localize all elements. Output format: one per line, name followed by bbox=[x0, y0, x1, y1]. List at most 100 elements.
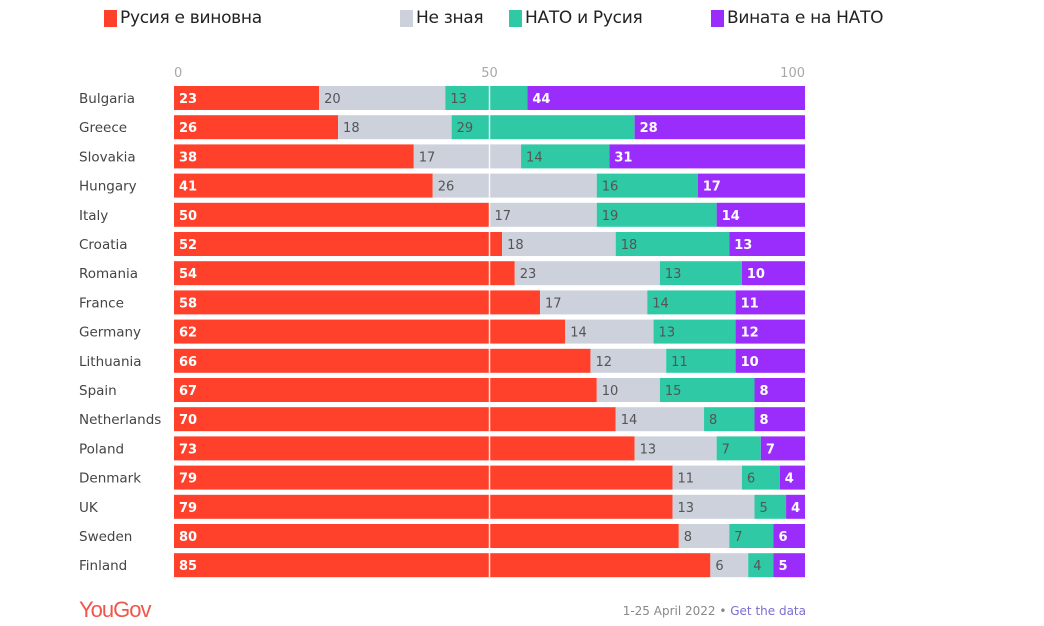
data-label: 15 bbox=[665, 384, 682, 399]
data-label: 11 bbox=[741, 296, 759, 311]
get-the-data-link[interactable]: Get the data bbox=[730, 604, 806, 618]
data-label: 18 bbox=[621, 238, 638, 253]
bar-segment bbox=[596, 202, 717, 227]
bar-segment bbox=[174, 173, 433, 198]
yougov-logo: YouGov bbox=[79, 597, 151, 622]
bar-segment bbox=[596, 173, 698, 198]
bar-segment bbox=[754, 407, 805, 432]
bar-segment bbox=[735, 348, 805, 373]
bar-segment bbox=[174, 465, 673, 490]
data-label: 14 bbox=[722, 209, 740, 224]
data-label: 23 bbox=[520, 267, 537, 282]
data-label: 7 bbox=[734, 530, 742, 545]
data-label: 17 bbox=[703, 180, 721, 195]
legend-item: Русия е виновна bbox=[104, 8, 262, 28]
data-label: 7 bbox=[766, 442, 775, 457]
bar-segment bbox=[729, 232, 805, 256]
bar-segment bbox=[659, 378, 755, 402]
data-label: 11 bbox=[677, 472, 694, 487]
bar-segment bbox=[729, 524, 774, 548]
bar-segment bbox=[716, 436, 761, 461]
data-label: 79 bbox=[179, 501, 197, 516]
category-label: Bulgaria bbox=[79, 91, 135, 107]
data-label: 44 bbox=[532, 92, 550, 107]
data-label: 13 bbox=[734, 238, 752, 253]
bar-segment bbox=[432, 173, 597, 198]
data-label: 41 bbox=[179, 180, 197, 195]
data-label: 6 bbox=[715, 559, 723, 574]
data-label: 10 bbox=[747, 267, 765, 282]
data-label: 5 bbox=[760, 501, 768, 516]
data-label: 80 bbox=[179, 530, 197, 545]
bar-segment bbox=[319, 86, 446, 110]
bar-segment bbox=[174, 524, 679, 548]
bar-segment bbox=[174, 553, 711, 578]
bar-segment bbox=[615, 232, 730, 256]
data-label: 13 bbox=[640, 442, 657, 457]
data-label: 13 bbox=[677, 501, 694, 516]
data-label: 73 bbox=[179, 442, 197, 457]
bar-segment bbox=[174, 115, 339, 140]
data-label: 6 bbox=[747, 472, 755, 487]
data-label: 54 bbox=[179, 267, 197, 282]
bar-segment bbox=[760, 436, 805, 461]
bar-segment bbox=[514, 261, 660, 286]
legend-label: Не зная bbox=[416, 8, 484, 28]
data-label: 67 bbox=[179, 384, 197, 399]
data-label: 23 bbox=[179, 92, 197, 107]
legend-item: Не зная bbox=[400, 8, 484, 28]
data-label: 8 bbox=[760, 413, 769, 428]
bar-segment bbox=[596, 378, 660, 402]
bar-segment bbox=[754, 494, 787, 519]
bar-segment bbox=[672, 494, 755, 519]
x-tick-label: 50 bbox=[481, 66, 498, 81]
data-label: 8 bbox=[684, 530, 692, 545]
legend-label: Русия е виновна bbox=[120, 8, 262, 28]
data-label: 10 bbox=[602, 384, 619, 399]
category-label: Sweden bbox=[79, 529, 132, 545]
bar-segment bbox=[615, 407, 705, 432]
data-label: 85 bbox=[179, 559, 197, 574]
data-label: 50 bbox=[179, 209, 197, 224]
bar-segment bbox=[174, 378, 597, 402]
data-label: 14 bbox=[526, 150, 543, 165]
bar-segment bbox=[174, 494, 673, 519]
bar-segment bbox=[338, 115, 452, 140]
data-label: 18 bbox=[507, 238, 524, 253]
data-label: 70 bbox=[179, 413, 197, 428]
category-label: Germany bbox=[79, 325, 141, 341]
bar-segment bbox=[489, 202, 597, 227]
data-label: 38 bbox=[179, 150, 197, 165]
category-label: Hungary bbox=[79, 179, 137, 195]
bar-segment bbox=[445, 86, 528, 110]
bar-segment bbox=[659, 261, 742, 286]
data-label: 7 bbox=[722, 442, 730, 457]
legend-item: НАТО и Русия bbox=[509, 8, 643, 28]
bar-segment bbox=[666, 348, 736, 373]
bar-segment bbox=[502, 232, 616, 256]
data-label: 17 bbox=[495, 209, 512, 224]
bar-segment bbox=[609, 144, 805, 169]
data-label: 52 bbox=[179, 238, 197, 253]
legend-swatch bbox=[104, 9, 117, 27]
bar-segment bbox=[174, 436, 635, 461]
bar-segment bbox=[527, 86, 805, 110]
legend-label: НАТО и Русия bbox=[525, 8, 643, 28]
bar-segment bbox=[634, 436, 717, 461]
data-label: 8 bbox=[709, 413, 717, 428]
x-tick-label: 0 bbox=[174, 66, 182, 81]
bar-segment bbox=[590, 348, 667, 373]
data-label: 4 bbox=[791, 501, 800, 516]
data-label: 12 bbox=[595, 355, 612, 370]
footer-note: 1-25 April 2022 • Get the data bbox=[623, 604, 806, 618]
data-label: 26 bbox=[438, 180, 455, 195]
data-label: 66 bbox=[179, 355, 197, 370]
bar-segment bbox=[174, 348, 591, 373]
data-label: 28 bbox=[640, 121, 658, 136]
data-label: 10 bbox=[741, 355, 759, 370]
category-label: Netherlands bbox=[79, 412, 161, 428]
legend-swatch bbox=[400, 9, 413, 27]
bar-segment bbox=[773, 524, 805, 548]
bar-segment bbox=[786, 494, 805, 519]
